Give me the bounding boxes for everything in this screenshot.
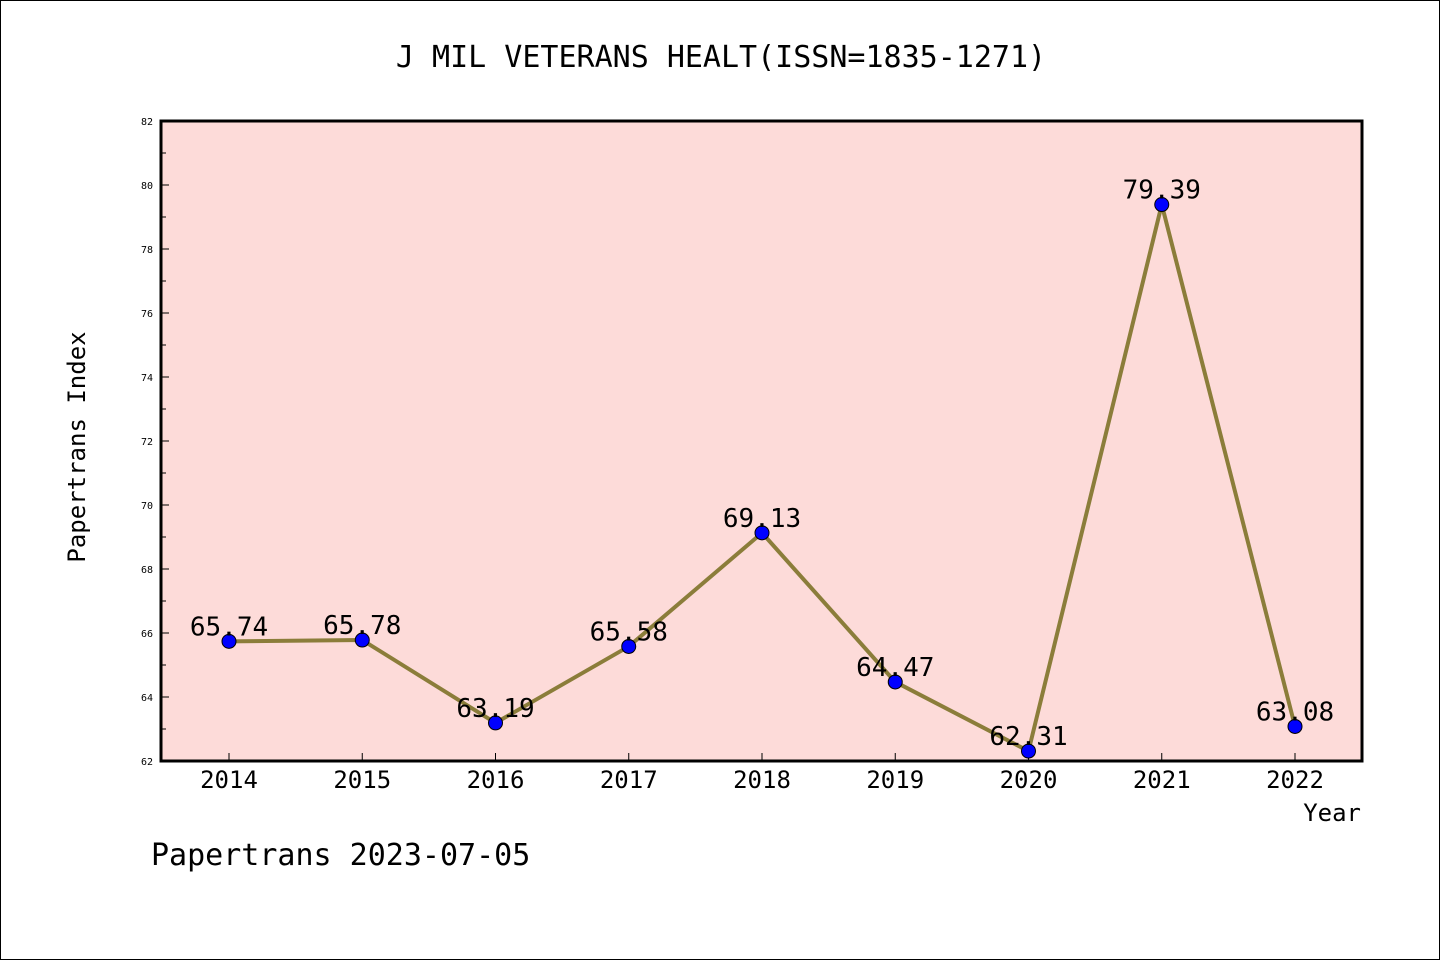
data-label: 63.19 bbox=[456, 694, 534, 724]
y-tick-label: 70 bbox=[141, 501, 153, 512]
y-tick-label: 74 bbox=[141, 373, 153, 384]
x-tick-label: 2020 bbox=[1000, 766, 1058, 794]
x-axis-label: Year bbox=[1303, 799, 1361, 827]
plot-area bbox=[161, 121, 1362, 761]
x-tick-label: 2017 bbox=[600, 766, 658, 794]
y-axis-label: Papertrans Index bbox=[63, 331, 91, 562]
footer-date: Papertrans 2023-07-05 bbox=[151, 838, 530, 873]
data-labels: 65.74 65.78 63.19 65.58 69.13 64.47 62.31 79.39… bbox=[190, 176, 1334, 753]
data-point bbox=[1287, 718, 1303, 734]
x-tick-label: 2018 bbox=[733, 766, 791, 794]
data-label: 62.31 bbox=[989, 722, 1067, 752]
data-point bbox=[354, 632, 370, 648]
x-tick-label: 2016 bbox=[467, 766, 525, 794]
data-label: 63.08 bbox=[1256, 697, 1334, 727]
y-tick-label: 82 bbox=[141, 117, 153, 128]
y-tick-label: 72 bbox=[141, 437, 153, 448]
x-tick-label: 2022 bbox=[1266, 766, 1324, 794]
data-point bbox=[621, 638, 637, 654]
plot-border bbox=[159, 119, 1364, 763]
y-tick-label: 80 bbox=[141, 181, 153, 192]
y-tick-label: 62 bbox=[141, 757, 153, 768]
data-point bbox=[221, 633, 237, 649]
data-point bbox=[887, 674, 903, 690]
x-tick-label: 2019 bbox=[866, 766, 924, 794]
data-point bbox=[754, 525, 770, 541]
x-tick-label: 2021 bbox=[1133, 766, 1191, 794]
data-label: 65.78 bbox=[323, 611, 401, 641]
y-tick-label: 64 bbox=[141, 693, 153, 704]
x-tick-label: 2014 bbox=[200, 766, 258, 794]
x-tick-label: 2015 bbox=[333, 766, 391, 794]
data-point bbox=[488, 715, 503, 731]
data-label: 64.47 bbox=[856, 653, 934, 683]
data-series bbox=[221, 197, 1303, 759]
y-tick-label: 66 bbox=[141, 629, 153, 640]
data-label: 79.39 bbox=[1123, 176, 1201, 206]
y-tick-label: 76 bbox=[141, 309, 153, 320]
y-tick-label: 78 bbox=[141, 245, 153, 256]
y-axis: 62 64 66 68 70 72 74 76 78 80 82 bbox=[141, 117, 169, 768]
x-axis: 2014 2015 2016 2017 2018 2019 2020 2021 2022 bbox=[200, 753, 1324, 794]
data-label: 65.74 bbox=[190, 612, 268, 642]
data-label: 69.13 bbox=[723, 504, 801, 534]
data-point bbox=[1021, 743, 1036, 759]
y-tick-label: 68 bbox=[141, 565, 153, 576]
data-point bbox=[1154, 197, 1170, 213]
data-label: 65.58 bbox=[590, 617, 668, 647]
chart-title: J MIL VETERANS HEALT(ISSN=1835-1271) bbox=[396, 40, 1046, 75]
